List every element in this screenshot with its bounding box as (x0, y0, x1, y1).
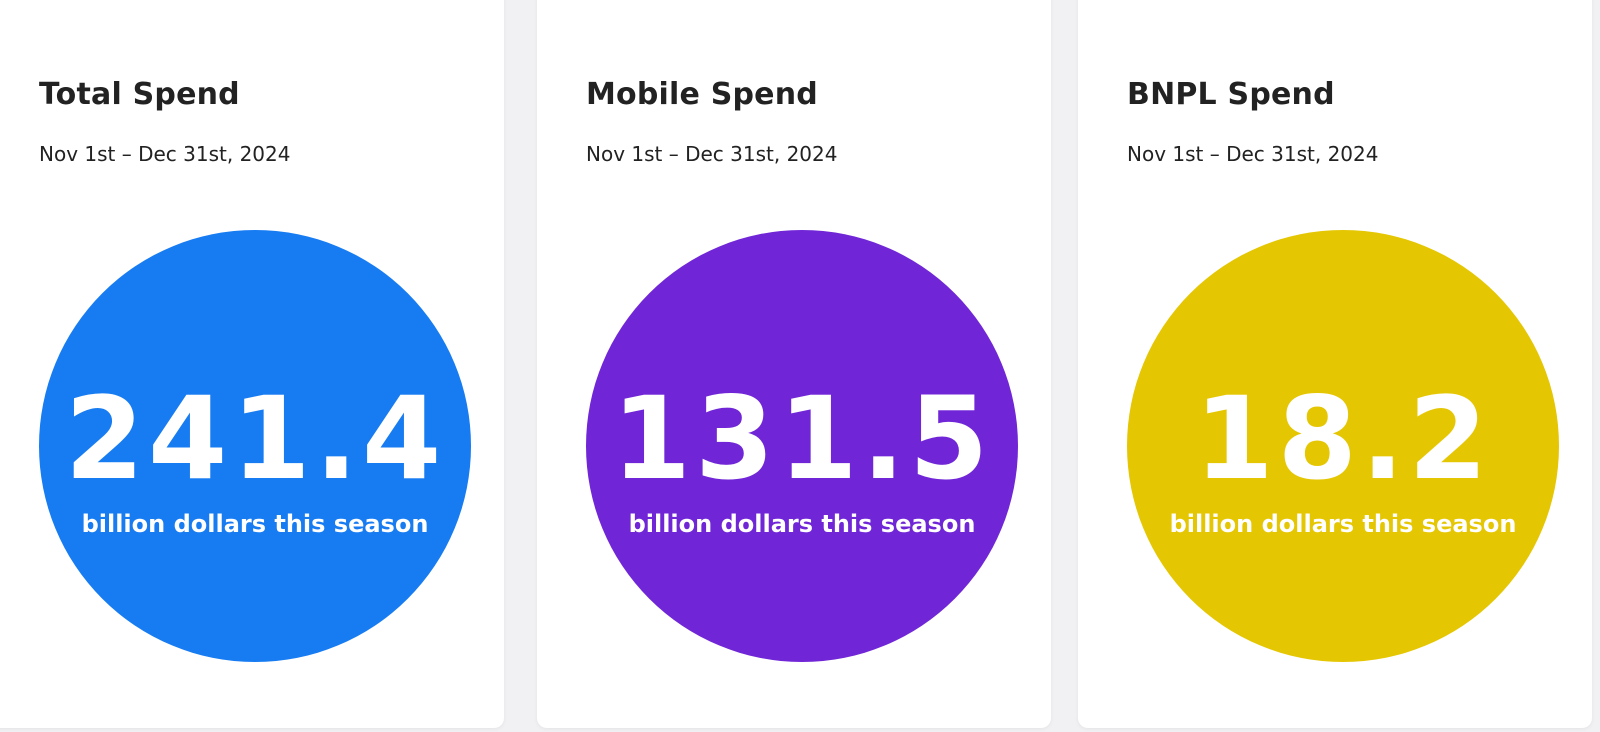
total-spend-card: Total Spend Nov 1st – Dec 31st, 2024 241… (0, 0, 504, 728)
spend-value: 131.5 (611, 372, 993, 505)
card-title: Mobile Spend (586, 77, 818, 112)
card-date-range: Nov 1st – Dec 31st, 2024 (39, 142, 291, 166)
card-title: Total Spend (39, 77, 240, 112)
bnpl-spend-card: BNPL Spend Nov 1st – Dec 31st, 2024 18.2… (1078, 0, 1592, 728)
value-circle: 131.5 billion dollars this season (586, 230, 1018, 662)
mobile-spend-card: Mobile Spend Nov 1st – Dec 31st, 2024 13… (537, 0, 1051, 728)
spend-caption: billion dollars this season (628, 510, 976, 538)
card-title: BNPL Spend (1127, 77, 1335, 112)
card-date-range: Nov 1st – Dec 31st, 2024 (1127, 142, 1379, 166)
spend-caption: billion dollars this season (1169, 510, 1517, 538)
spend-value: 241.4 (64, 372, 446, 505)
card-date-range: Nov 1st – Dec 31st, 2024 (586, 142, 838, 166)
value-circle: 18.2 billion dollars this season (1127, 230, 1559, 662)
value-circle: 241.4 billion dollars this season (39, 230, 471, 662)
spend-value: 18.2 (1194, 372, 1492, 505)
spend-caption: billion dollars this season (81, 510, 429, 538)
